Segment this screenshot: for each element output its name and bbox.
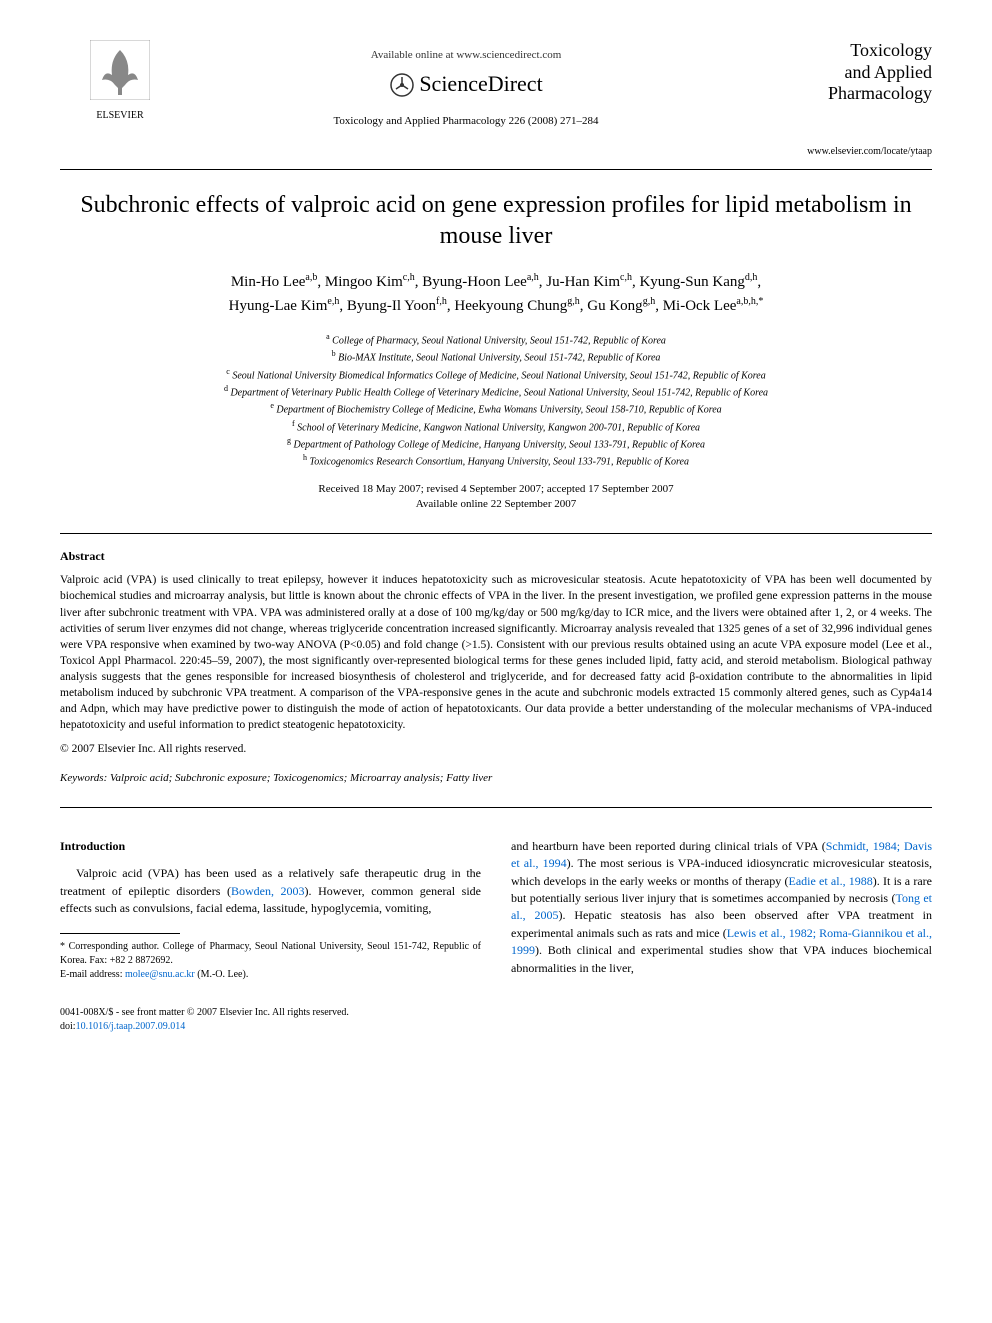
- affiliation: h Toxicogenomics Research Consortium, Ha…: [60, 452, 932, 469]
- intro-para-left: Valproic acid (VPA) has been used as a r…: [60, 865, 481, 917]
- affiliation: f School of Veterinary Medicine, Kangwon…: [60, 418, 932, 435]
- footnote-text: * Corresponding author. College of Pharm…: [60, 940, 481, 968]
- journal-url[interactable]: www.elsevier.com/locate/ytaap: [752, 145, 932, 159]
- affiliation: b Bio-MAX Institute, Seoul National Univ…: [60, 348, 932, 365]
- available-online-text: Available online at www.sciencedirect.co…: [180, 48, 752, 63]
- elsevier-tree-icon: [90, 40, 150, 100]
- affiliation: a College of Pharmacy, Seoul National Un…: [60, 331, 932, 348]
- email-name: (M.-O. Lee).: [197, 969, 248, 980]
- ref-link[interactable]: Schmidt, 1984; Davis et al., 1994: [511, 839, 932, 870]
- header-divider: [60, 169, 932, 170]
- affiliation: d Department of Veterinary Public Health…: [60, 383, 932, 400]
- authors-list: Min-Ho Leea,b, Mingoo Kimc,h, Byung-Hoon…: [60, 270, 932, 317]
- intro-para-right: and heartburn have been reported during …: [511, 838, 932, 977]
- affiliation: c Seoul National University Biomedical I…: [60, 366, 932, 383]
- sciencedirect-text: ScienceDirect: [419, 69, 542, 100]
- ref-link[interactable]: Eadie et al., 1988: [788, 874, 872, 888]
- author: Byung-Hoon Leea,h: [422, 274, 539, 290]
- keywords-label: Keywords:: [60, 772, 107, 784]
- article-dates: Received 18 May 2007; revised 4 Septembe…: [60, 482, 932, 513]
- footnote-rule: [60, 933, 180, 934]
- dates-line1: Received 18 May 2007; revised 4 Septembe…: [60, 482, 932, 497]
- author: Ju-Han Kimc,h: [546, 274, 632, 290]
- affiliation: g Department of Pathology College of Med…: [60, 435, 932, 452]
- header: ELSEVIER Available online at www.science…: [60, 40, 932, 159]
- left-column: Introduction Valproic acid (VPA) has bee…: [60, 838, 481, 983]
- ref-link[interactable]: Bowden, 2003: [231, 884, 305, 898]
- abstract-text: Valproic acid (VPA) is used clinically t…: [60, 572, 932, 733]
- email-label: E-mail address:: [60, 969, 122, 980]
- elsevier-logo: ELSEVIER: [60, 40, 180, 123]
- email-link[interactable]: molee@snu.ac.kr: [125, 969, 195, 980]
- author: Gu Kongg,h: [587, 298, 655, 314]
- corresponding-author-footnote: * Corresponding author. College of Pharm…: [60, 940, 481, 982]
- ref-link[interactable]: Lewis et al., 1982; Roma-Giannikou et al…: [511, 926, 932, 957]
- header-center: Available online at www.sciencedirect.co…: [180, 40, 752, 134]
- sciencedirect-logo[interactable]: ScienceDirect: [389, 69, 542, 100]
- author: Kyung-Sun Kangd,h: [639, 274, 757, 290]
- journal-reference: Toxicology and Applied Pharmacology 226 …: [180, 114, 752, 129]
- ref-link[interactable]: Tong et al., 2005: [511, 891, 932, 922]
- author: Mi-Ock Leea,b,h,*: [663, 298, 764, 314]
- publisher-logo-box: ELSEVIER: [60, 40, 180, 123]
- journal-title-line3: Pharmacology: [752, 83, 932, 105]
- abstract-top-divider: [60, 533, 932, 534]
- journal-title-box: Toxicology and Applied Pharmacology www.…: [752, 40, 932, 159]
- abstract-copyright: © 2007 Elsevier Inc. All rights reserved…: [60, 741, 932, 757]
- doi-prefix: doi:: [60, 1021, 76, 1032]
- author: Min-Ho Leea,b: [231, 274, 318, 290]
- affiliation: e Department of Biochemistry College of …: [60, 400, 932, 417]
- journal-title-line1: Toxicology: [752, 40, 932, 62]
- abstract-heading: Abstract: [60, 548, 932, 565]
- introduction-heading: Introduction: [60, 838, 481, 855]
- article-title: Subchronic effects of valproic acid on g…: [60, 190, 932, 252]
- affiliations-list: a College of Pharmacy, Seoul National Un…: [60, 331, 932, 470]
- keywords-text: Valproic acid; Subchronic exposure; Toxi…: [110, 772, 492, 784]
- sciencedirect-icon: [389, 72, 415, 98]
- abstract-bottom-divider: [60, 807, 932, 808]
- author: Mingoo Kimc,h: [325, 274, 415, 290]
- right-column: and heartburn have been reported during …: [511, 838, 932, 983]
- footer-left: 0041-008X/$ - see front matter © 2007 El…: [60, 1006, 349, 1034]
- author: Heekyoung Chungg,h: [454, 298, 579, 314]
- dates-line2: Available online 22 September 2007: [60, 497, 932, 512]
- author: Byung-Il Yoonf,h: [347, 298, 447, 314]
- journal-title-line2: and Applied: [752, 62, 932, 84]
- elsevier-text: ELSEVIER: [60, 109, 180, 123]
- keywords: Keywords: Valproic acid; Subchronic expo…: [60, 771, 932, 786]
- footer-copyright: 0041-008X/$ - see front matter © 2007 El…: [60, 1006, 349, 1020]
- author: Hyung-Lae Kime,h: [229, 298, 340, 314]
- page-footer: 0041-008X/$ - see front matter © 2007 El…: [60, 1006, 932, 1034]
- doi-link[interactable]: 10.1016/j.taap.2007.09.014: [76, 1021, 186, 1032]
- body-columns: Introduction Valproic acid (VPA) has bee…: [60, 838, 932, 983]
